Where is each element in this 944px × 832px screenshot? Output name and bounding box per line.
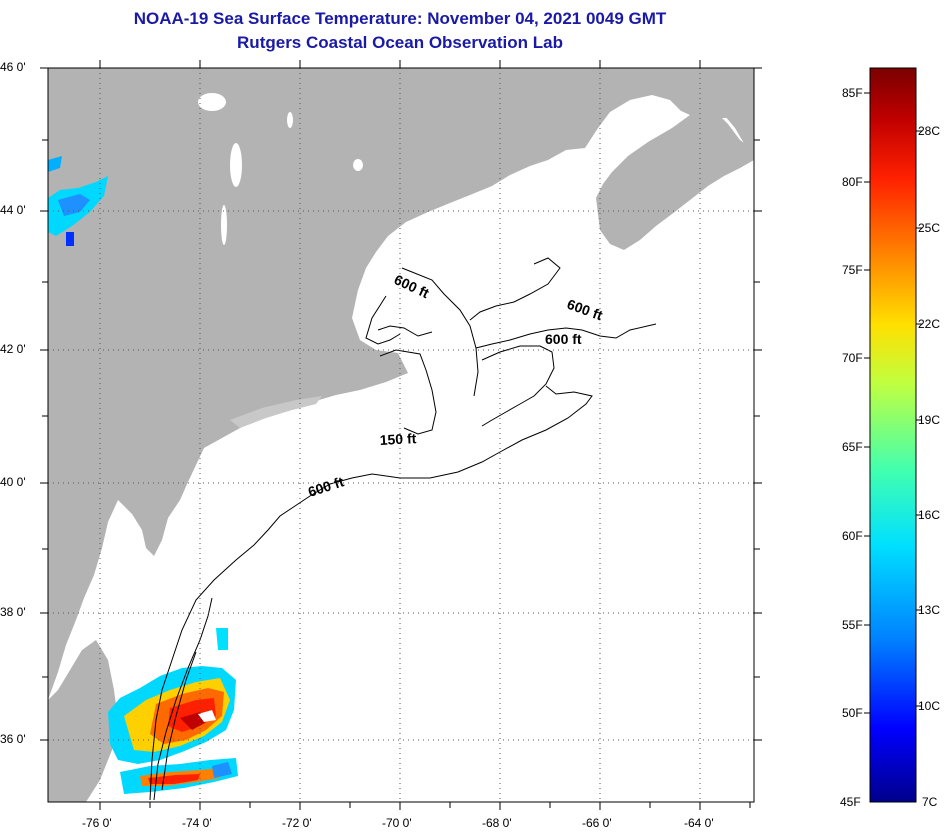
colorbar-f-label: 55F [842, 618, 863, 632]
colorbar-f-label: 75F [842, 263, 863, 277]
contour-label: 600 ft [545, 331, 582, 347]
land-long-island [230, 396, 322, 428]
lakes [198, 93, 363, 245]
colorbar-f-label: 50F [842, 706, 863, 720]
colorbar-c-label: 22C [918, 317, 941, 331]
land-delmarva [48, 640, 118, 802]
lat-label: 36 0' [0, 732, 26, 746]
lat-label: 44 0' [0, 203, 26, 217]
axis-ticks [40, 60, 762, 810]
colorbar [869, 67, 917, 803]
colorbar-f-label: 85F [842, 86, 863, 100]
lon-label: -68 0' [482, 816, 512, 830]
bay-of-fundy [585, 105, 690, 188]
colorbar-c-label: 16C [918, 508, 941, 522]
land-nova-scotia [596, 110, 754, 250]
lat-label: 38 0' [0, 605, 26, 619]
lat-label: 40 0' [0, 475, 26, 489]
lon-label: -72 0' [282, 816, 312, 830]
lon-label: -64 0' [684, 816, 714, 830]
lon-label: -74 0' [182, 816, 212, 830]
colorbar-c-label: 25C [918, 221, 941, 235]
map-subtitle: Rutgers Coastal Ocean Observation Lab [237, 33, 563, 52]
colorbar-c-label: 28C [918, 124, 941, 138]
lat-label: 46 0' [0, 60, 26, 74]
map-title: NOAA-19 Sea Surface Temperature: Novembe… [133, 9, 667, 28]
colorbar-f-label: 60F [842, 529, 863, 543]
colorbar-f-label: 70F [842, 351, 863, 365]
lon-label: -70 0' [382, 816, 412, 830]
bathymetry-contours [149, 257, 657, 801]
lat-label: 42 0' [0, 342, 26, 356]
colorbar-f-label: 45F [840, 795, 861, 809]
colorbar-c-label: 13C [918, 603, 941, 617]
colorbar-f-label: 65F [842, 440, 863, 454]
sst-patch-north [48, 156, 108, 246]
colorbar-c-label: 10C [918, 699, 941, 713]
colorbar-c-label: 7C [922, 795, 938, 809]
land-pei [690, 104, 740, 118]
colorbar-ticks [864, 92, 922, 714]
map-frame [47, 67, 755, 803]
contour-label: 150 ft [379, 430, 417, 448]
lon-label: -66 0' [582, 816, 612, 830]
lon-label: -76 0' [82, 816, 112, 830]
colorbar-c-label: 19C [918, 413, 941, 427]
colorbar-f-label: 80F [842, 175, 863, 189]
